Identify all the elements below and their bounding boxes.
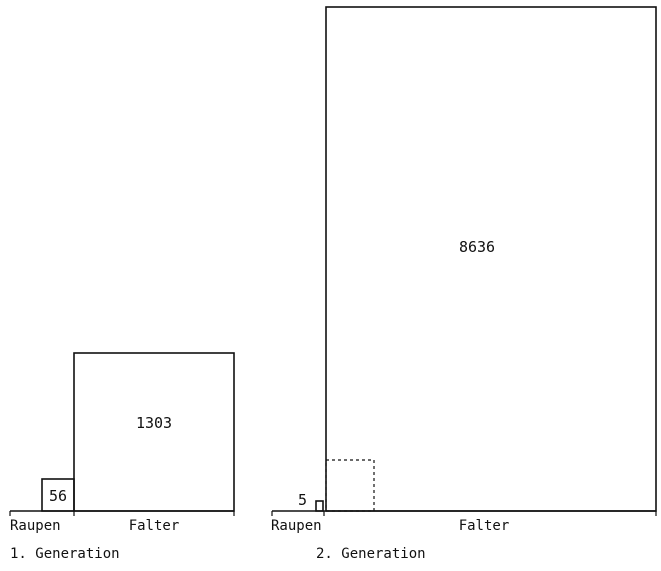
gen2-falter-label: Falter <box>459 518 510 534</box>
gen2-raupen-label: Raupen <box>271 518 322 534</box>
generation-1-group: 56 1303 Raupen Falter 1. Generation <box>9 352 235 562</box>
gen2-falter-box <box>325 6 657 512</box>
gen2-falter-value: 8636 <box>459 238 495 256</box>
generation-2-group: 8636 5 Raupen Falter 2. Generation <box>271 6 657 562</box>
gen2-raupen-value: 5 <box>298 491 307 509</box>
gen2-raupen-box <box>315 500 324 512</box>
gen2-dashed-gen1-reference <box>325 459 375 512</box>
gen1-falter-box <box>73 352 235 512</box>
gen1-raupen-label: Raupen <box>10 518 61 534</box>
gen1-raupen-value: 56 <box>49 487 67 505</box>
gen1-falter-label: Falter <box>129 518 180 534</box>
gen1-falter-value: 1303 <box>136 414 172 432</box>
gen1-caption: 1. Generation <box>10 546 120 562</box>
gen2-caption: 2. Generation <box>316 546 426 562</box>
